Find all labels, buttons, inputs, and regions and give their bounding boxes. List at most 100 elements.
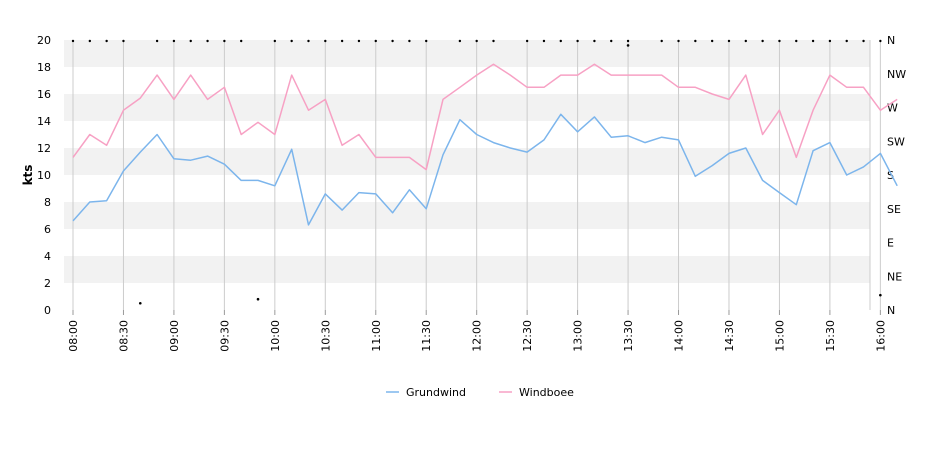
y-tick-label: 0 xyxy=(44,304,51,317)
plot-band xyxy=(64,94,870,121)
direction-dot xyxy=(374,39,377,43)
series-line-windboee xyxy=(72,63,898,171)
direction-dot xyxy=(795,39,798,43)
direction-dot xyxy=(576,39,579,43)
direction-dot xyxy=(761,39,764,43)
x-tick-label: 08:30 xyxy=(117,320,130,352)
x-tick-label: 09:30 xyxy=(218,320,231,352)
direction-dot xyxy=(138,301,142,305)
direction-dot xyxy=(862,39,865,43)
direction-dot xyxy=(626,44,630,47)
direction-dot xyxy=(189,39,192,43)
direction-dot xyxy=(492,39,495,43)
plot-band xyxy=(64,256,870,283)
x-tick-label: 16:00 xyxy=(874,320,887,352)
plot-band xyxy=(64,175,870,202)
direction-dot xyxy=(879,39,882,43)
direction-dot xyxy=(727,39,731,43)
direction-dot xyxy=(778,39,781,43)
direction-dot xyxy=(155,39,159,43)
x-tick-label: 14:30 xyxy=(723,320,736,352)
direction-dot xyxy=(845,39,848,43)
direction-dot xyxy=(273,39,277,43)
direction-tick-label: W xyxy=(887,102,898,115)
plot-band xyxy=(64,67,870,94)
y-tick-label: 4 xyxy=(44,250,51,263)
direction-dot xyxy=(626,39,630,43)
plot-bands xyxy=(64,40,870,310)
direction-dot xyxy=(307,39,310,43)
direction-tick-label: SE xyxy=(887,203,901,216)
direction-dot xyxy=(610,39,613,43)
legend-item-grundwind[interactable]: Grundwind xyxy=(386,386,466,399)
x-tick-label: 13:00 xyxy=(572,320,585,352)
x-tick-label: 12:30 xyxy=(521,320,534,352)
direction-dot xyxy=(206,39,209,43)
y-tick-label: 6 xyxy=(44,223,51,236)
plot-band xyxy=(64,283,870,310)
x-tick-label: 13:30 xyxy=(622,320,635,352)
y-tick-label: 20 xyxy=(37,34,51,47)
x-tick-label: 15:00 xyxy=(773,320,786,352)
plot-band xyxy=(64,40,870,67)
direction-dots xyxy=(71,39,882,305)
direction-dot xyxy=(677,39,680,43)
vertical-gridlines xyxy=(72,40,881,310)
direction-dot xyxy=(879,293,882,297)
direction-tick-label: S xyxy=(887,169,894,182)
direction-dot xyxy=(324,39,327,43)
direction-dot xyxy=(105,39,108,43)
plot-band xyxy=(64,148,870,175)
direction-dot xyxy=(458,39,462,43)
x-tick-label: 10:00 xyxy=(269,320,282,352)
legend-label: Grundwind xyxy=(406,386,466,399)
plot-band xyxy=(64,229,870,256)
legend-item-windboee[interactable]: Windboee xyxy=(499,386,574,399)
y-tick-label: 12 xyxy=(37,142,51,155)
x-tick-label: 12:00 xyxy=(471,320,484,352)
x-tick-label: 14:00 xyxy=(673,320,686,352)
x-tick-label: 08:00 xyxy=(67,320,80,352)
direction-tick-label: NW xyxy=(887,68,906,81)
series-lines xyxy=(72,63,898,226)
direction-dot xyxy=(660,39,663,43)
direction-dot xyxy=(256,297,260,301)
direction-dot xyxy=(425,39,428,43)
direction-tick-label: E xyxy=(887,237,894,250)
y-axis-title: kts xyxy=(21,165,35,186)
direction-tick-label: SW xyxy=(887,135,905,148)
x-tick-label: 15:30 xyxy=(824,320,837,352)
y-axis-ticks: 0 2 4 6 8 10 12 14 16 18 20 xyxy=(37,34,51,317)
direction-dot xyxy=(593,39,596,43)
plot-band xyxy=(64,202,870,229)
y-tick-label: 14 xyxy=(37,115,51,128)
direction-dot xyxy=(408,39,411,43)
direction-dot xyxy=(88,39,92,43)
direction-dot xyxy=(811,39,815,43)
y-tick-label: 8 xyxy=(44,196,51,209)
direction-dot xyxy=(475,39,478,43)
direction-dot xyxy=(542,39,546,43)
x-tick-label: 10:30 xyxy=(319,320,332,352)
direction-dot xyxy=(223,39,226,43)
direction-tick-label: N xyxy=(887,34,895,47)
y-tick-label: 10 xyxy=(37,169,51,182)
direction-dot xyxy=(290,39,293,43)
legend[interactable]: Grundwind Windboee xyxy=(386,386,574,399)
direction-dot xyxy=(357,39,361,43)
x-tick-label: 11:30 xyxy=(420,320,433,352)
direction-dot xyxy=(744,39,747,43)
direction-dot xyxy=(240,39,243,43)
direction-axis-ticks: N NE E SE S SW W NW N xyxy=(887,34,906,317)
y-tick-label: 18 xyxy=(37,61,51,74)
direction-dot xyxy=(710,39,714,43)
direction-dot xyxy=(694,39,697,43)
x-tick-label: 11:00 xyxy=(370,320,383,352)
x-axis-ticks: 08:00 08:30 09:00 09:30 10:00 10:30 11:00 11:30… xyxy=(67,310,887,352)
legend-label: Windboee xyxy=(519,386,574,399)
direction-tick-label: NE xyxy=(887,270,902,283)
x-tick-label: 09:00 xyxy=(168,320,181,352)
y-tick-label: 2 xyxy=(44,277,51,290)
direction-tick-label: N xyxy=(887,304,895,317)
